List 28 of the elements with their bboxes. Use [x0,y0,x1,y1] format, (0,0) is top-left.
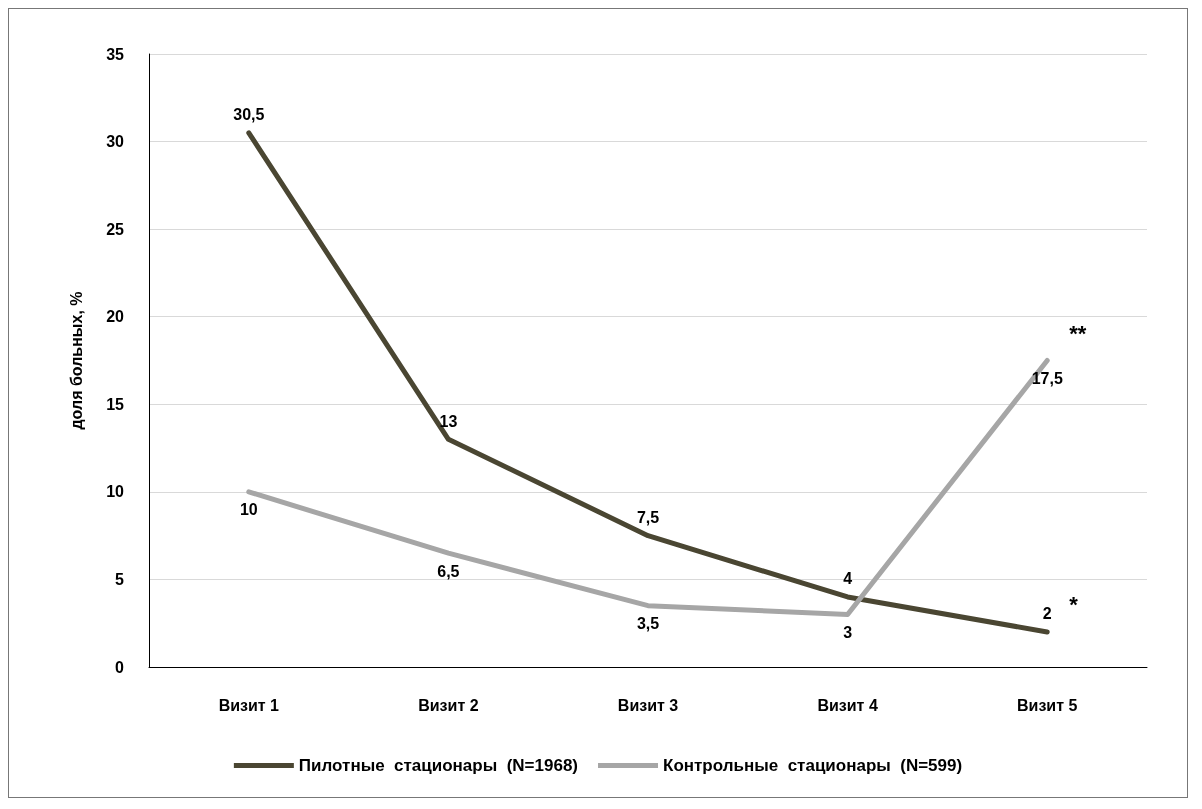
y-tick-label: 10 [106,483,125,501]
x-tick-label: Визит 4 [817,696,878,714]
x-tick-label: Визит 3 [617,696,679,714]
data-label: 2 [1042,605,1052,623]
x-tick-label: Визит 1 [218,696,280,714]
data-label: 30,5 [233,106,265,124]
x-tick-label: Визит 2 [418,696,479,714]
data-label: 3 [843,623,853,641]
annotation: * [1069,592,1079,618]
data-label: 4 [843,570,853,588]
data-label: 7,5 [636,509,660,527]
y-tick-label: 5 [115,570,125,588]
x-tick-label: Визит 5 [1017,696,1078,714]
legend-label: Пилотные стационары (N=1968) [298,756,579,775]
data-label: 6,5 [437,562,460,580]
data-label: 10 [239,501,258,519]
y-tick-label: 20 [106,308,125,326]
y-tick-label: 25 [106,220,125,238]
data-label: 17,5 [1031,370,1063,387]
y-tick-label: 35 [106,45,125,63]
y-tick-label: 15 [106,395,125,413]
y-tick-label: 30 [106,133,125,151]
data-label: 13 [439,412,458,430]
legend-label: Контрольные стационары (N=599) [663,756,963,775]
y-tick-label: 0 [115,658,125,676]
data-label: 3,5 [636,615,660,633]
y-axis-title: доля больных, % [67,291,85,430]
annotation: ** [1069,321,1087,346]
